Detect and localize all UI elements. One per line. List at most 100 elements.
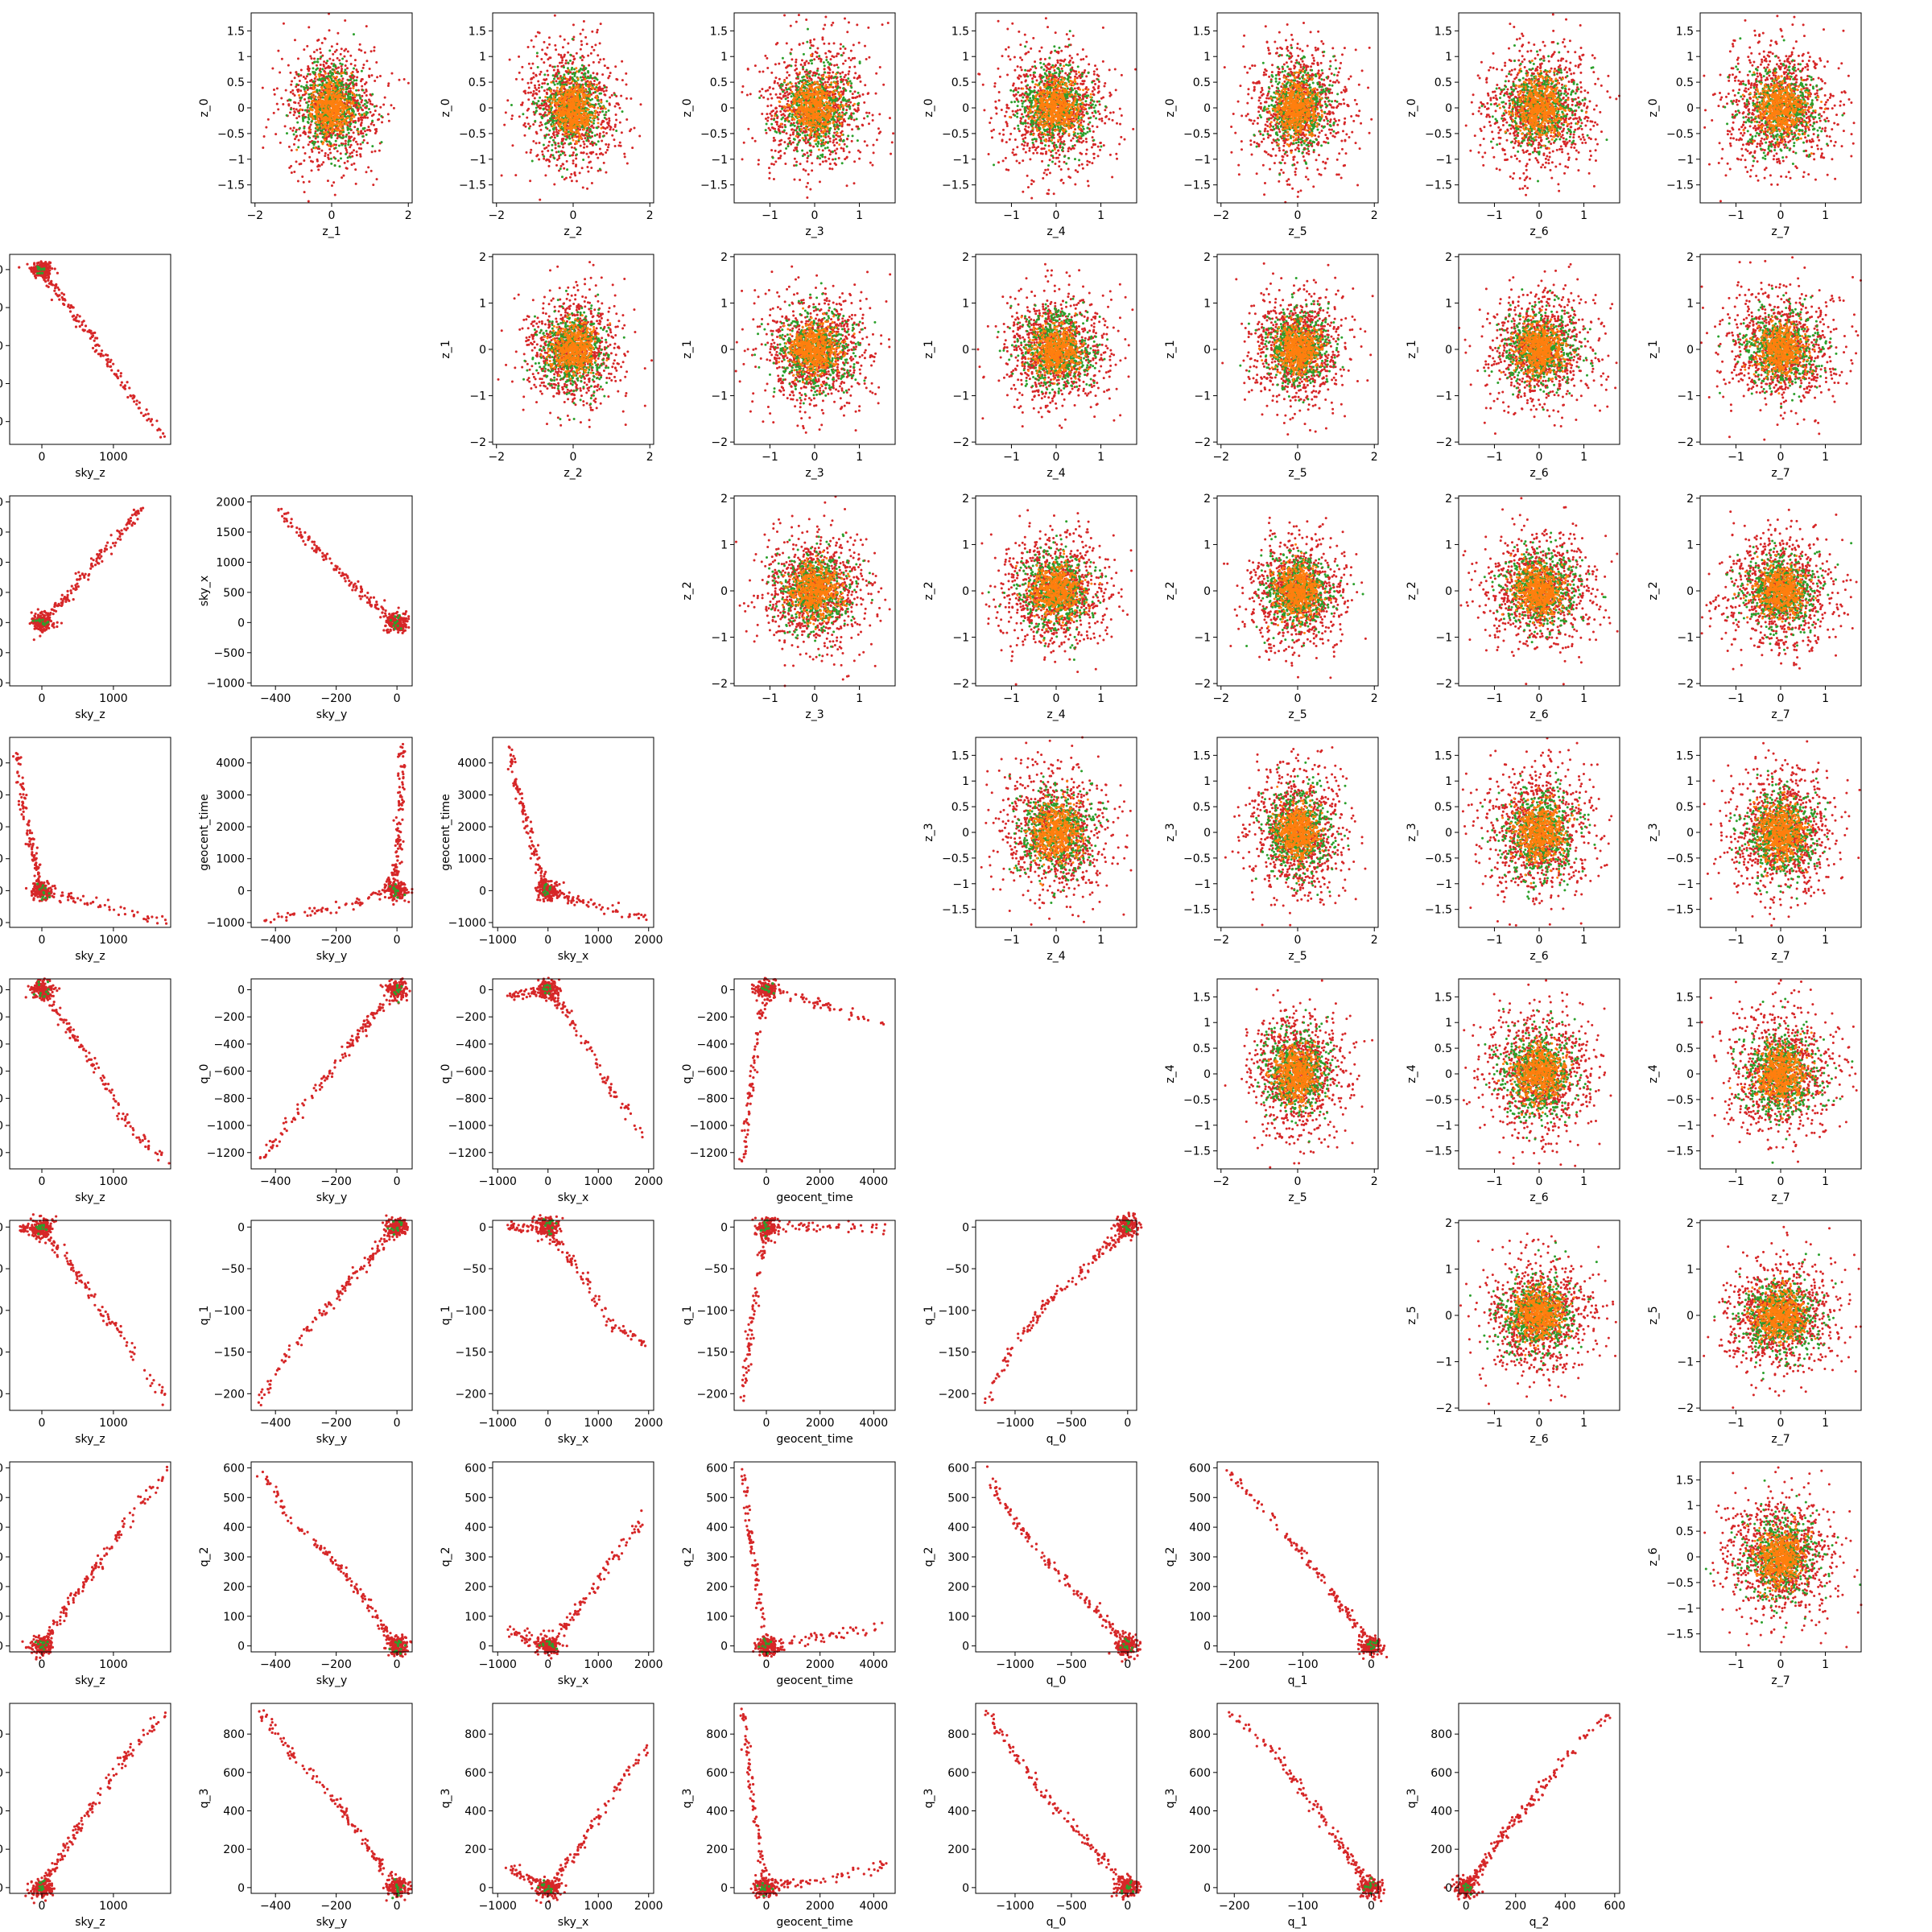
data-point	[31, 620, 34, 622]
data-point	[375, 601, 378, 603]
data-point	[366, 601, 369, 604]
data-point	[35, 619, 37, 621]
data-point	[391, 899, 394, 902]
data-point	[36, 895, 39, 898]
data-point	[34, 274, 36, 276]
data-point	[28, 819, 31, 822]
data-point	[49, 612, 52, 614]
data-point	[39, 875, 41, 877]
data-point	[36, 266, 39, 268]
data-point	[397, 625, 399, 627]
y-tick-label: 1000	[216, 556, 245, 569]
data-point	[399, 831, 402, 833]
data-point	[36, 262, 39, 264]
data-point	[391, 864, 394, 866]
data-point	[12, 755, 14, 758]
data-point	[283, 518, 286, 520]
data-point	[31, 853, 33, 856]
data-point	[398, 862, 401, 865]
data-point	[142, 918, 145, 920]
sky_x-vs-sky_y-panel: −400 −200 02000150010005000−500−1000sky_ys…	[198, 496, 412, 721]
data-point	[360, 585, 362, 588]
data-point	[381, 611, 383, 613]
data-point	[35, 864, 37, 866]
data-point	[291, 518, 293, 520]
data-point	[76, 897, 79, 899]
data-point	[25, 807, 27, 809]
data-point	[26, 832, 28, 834]
data-point	[399, 843, 402, 845]
data-point	[51, 267, 53, 270]
data-point	[39, 612, 42, 614]
data-point	[286, 520, 288, 522]
data-point	[278, 508, 280, 510]
data-point	[61, 894, 64, 897]
data-point	[41, 898, 43, 901]
x-axis-label: sky_y	[316, 708, 347, 721]
data-point	[36, 882, 39, 885]
axes-frame	[10, 254, 171, 444]
data-point	[301, 535, 303, 538]
data-point	[402, 773, 404, 775]
x-tick-label: −400	[260, 692, 291, 705]
data-point	[387, 619, 390, 621]
data-point	[60, 621, 63, 624]
data-point	[384, 625, 386, 627]
data-point	[113, 909, 115, 911]
data-point	[399, 765, 402, 767]
data-point	[19, 793, 22, 795]
data-point	[77, 585, 80, 588]
data-point	[156, 429, 159, 431]
data-point	[397, 791, 399, 794]
data-point	[402, 808, 404, 811]
data-point	[368, 598, 370, 601]
data-point	[79, 577, 81, 580]
data-point	[374, 892, 377, 894]
data-point	[79, 325, 81, 328]
data-point	[395, 850, 398, 852]
data-point	[344, 577, 346, 580]
data-point	[22, 807, 24, 810]
data-point	[70, 592, 72, 594]
data-point	[19, 783, 22, 786]
geocent_time-vs-sky_y-panel: −400 −200 040003000200010000−1000sky_ygeoc…	[198, 737, 414, 963]
x-tick-label: 1000	[99, 692, 128, 705]
y-tick-label: −400	[0, 416, 3, 429]
data-point	[25, 887, 27, 890]
data-point	[287, 512, 289, 514]
data-point	[41, 618, 43, 621]
data-point	[156, 922, 159, 924]
data-point	[330, 562, 332, 564]
data-point	[87, 578, 89, 580]
data-point	[66, 596, 68, 598]
data-point	[114, 542, 117, 544]
data-point	[35, 852, 38, 854]
data-point	[116, 530, 118, 532]
data-point	[33, 897, 35, 899]
data-point	[114, 374, 117, 376]
y-tick-label: 2000	[0, 496, 3, 509]
data-point	[19, 808, 22, 811]
data-point	[404, 613, 407, 615]
data-point	[105, 353, 107, 356]
data-point	[126, 522, 129, 525]
y-tick-label: −1000	[0, 677, 3, 690]
data-point	[40, 886, 43, 889]
data-point	[39, 624, 41, 626]
y-tick-label: 1000	[0, 556, 3, 569]
data-point	[394, 844, 397, 847]
y-tick-label: 0	[0, 885, 3, 898]
data-point	[80, 324, 83, 326]
data-point	[53, 893, 56, 895]
data-point	[80, 899, 82, 902]
data-point	[146, 408, 148, 411]
data-point	[94, 564, 97, 566]
data-point	[109, 365, 112, 368]
data-point	[109, 546, 112, 548]
data-point	[126, 527, 129, 530]
data-point	[123, 527, 126, 530]
data-point	[82, 895, 85, 898]
data-point	[83, 576, 85, 579]
data-point	[97, 906, 100, 908]
